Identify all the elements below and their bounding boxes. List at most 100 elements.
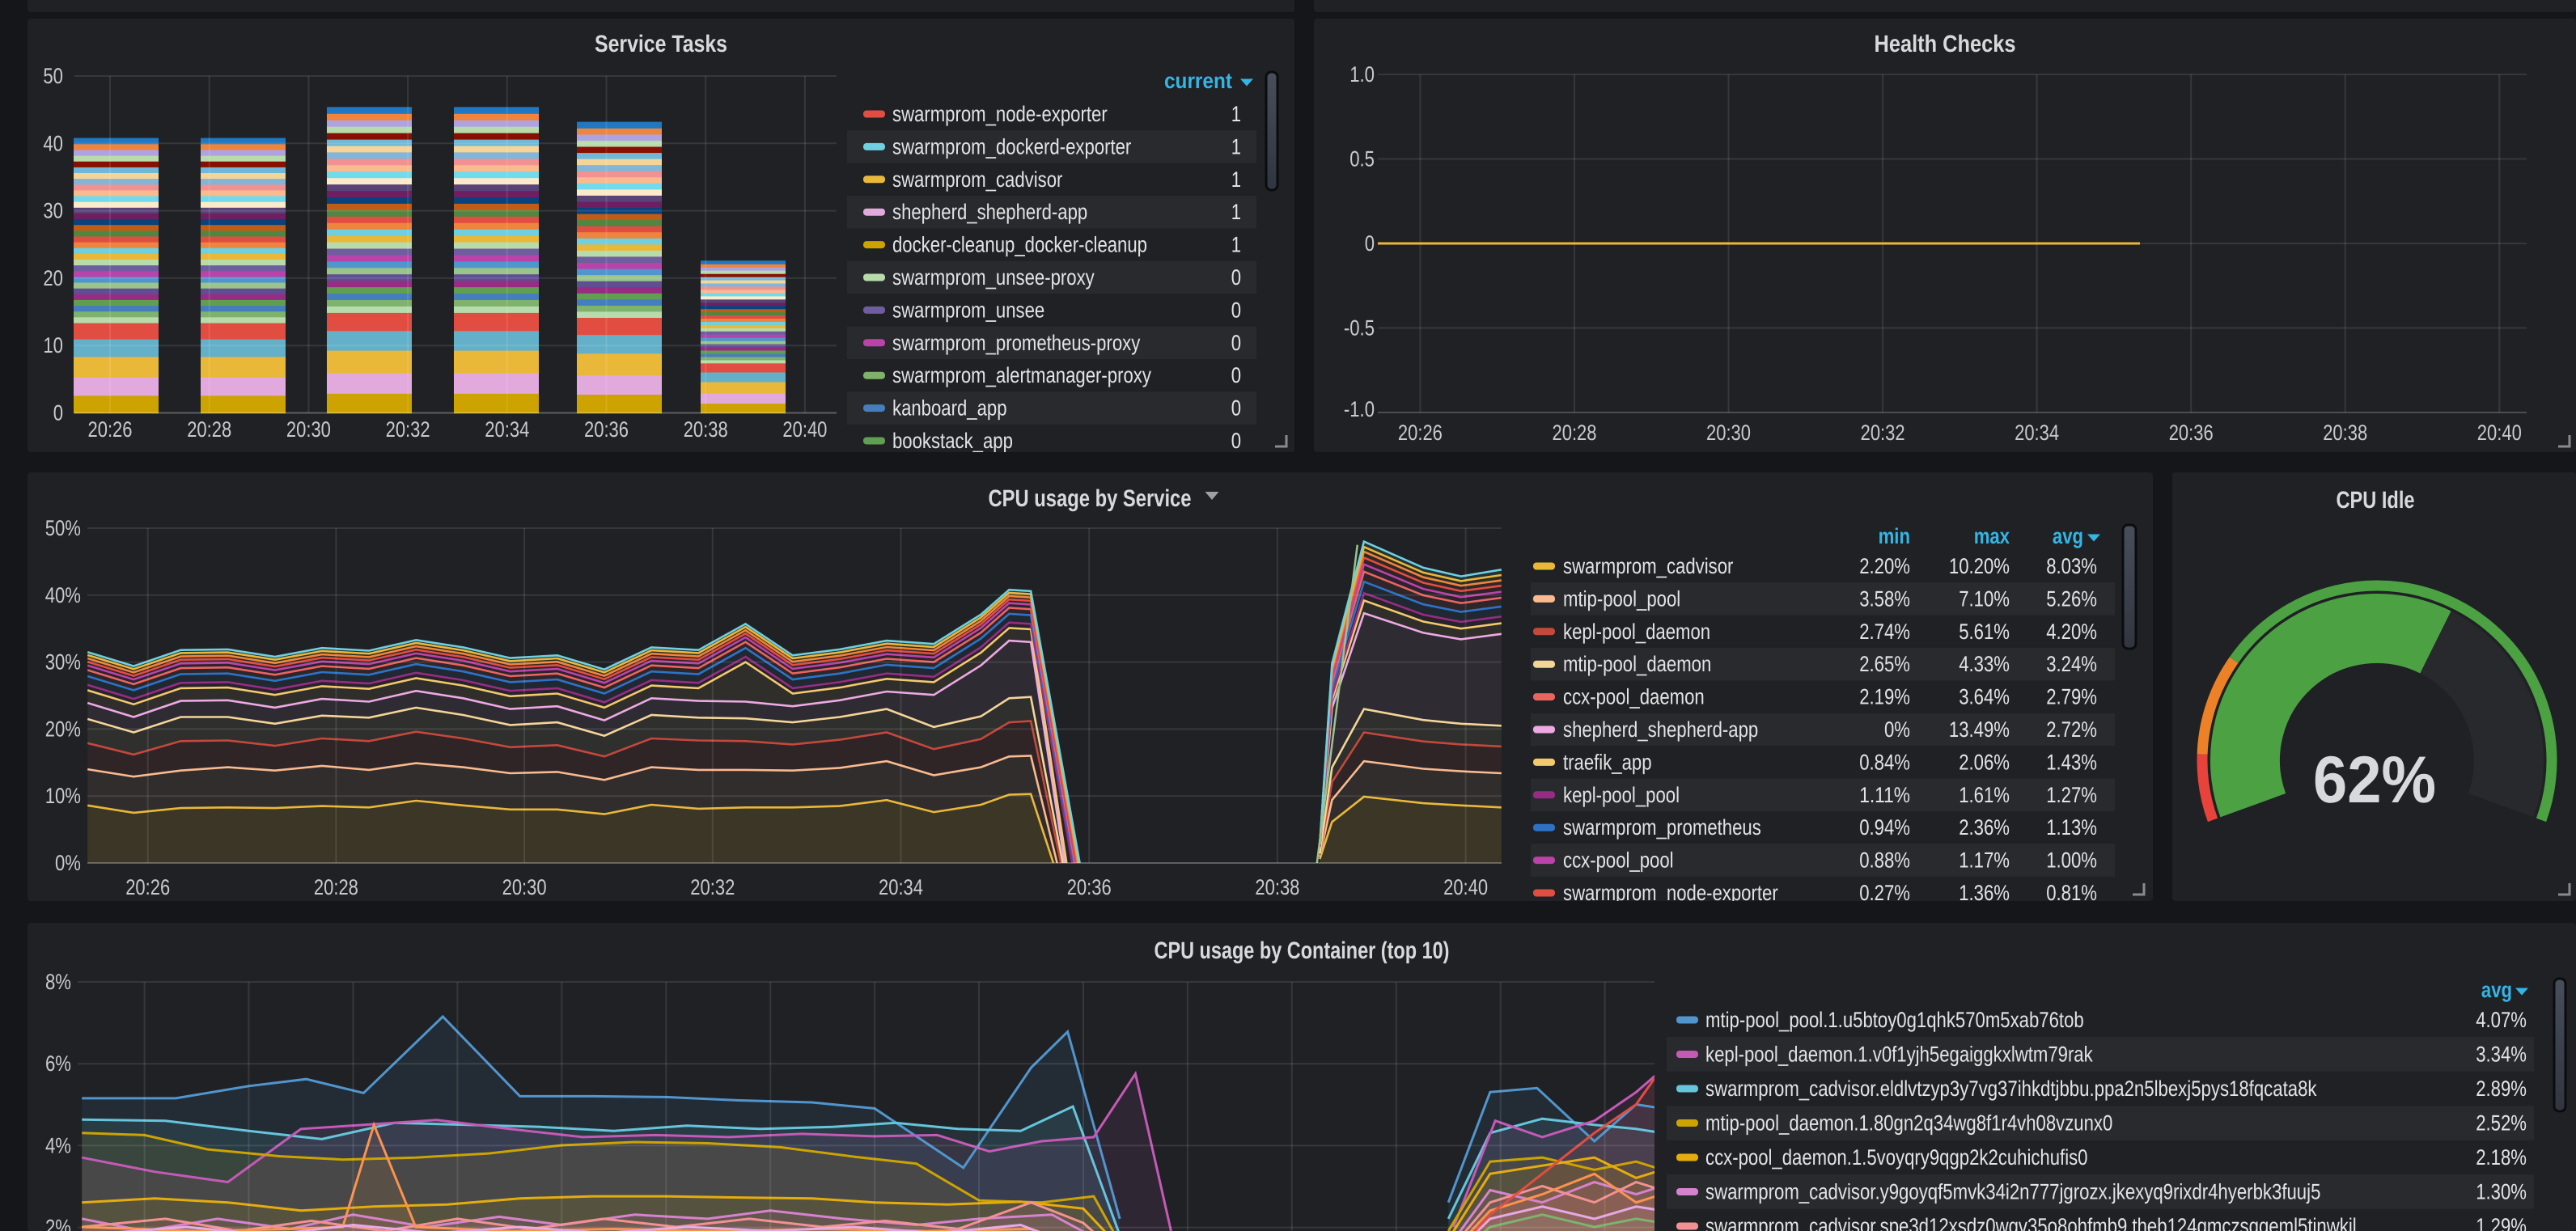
svg-text:swarmprom_unsee-proxy: swarmprom_unsee-proxy bbox=[892, 265, 1095, 290]
svg-text:kepl-pool_daemon: kepl-pool_daemon bbox=[1563, 620, 1710, 644]
svg-text:62%: 62% bbox=[2313, 743, 2436, 817]
svg-text:1.17%: 1.17% bbox=[1959, 848, 2010, 873]
svg-text:20:28: 20:28 bbox=[314, 875, 358, 899]
svg-text:Service Tasks: Service Tasks bbox=[595, 31, 727, 57]
svg-text:1.61%: 1.61% bbox=[1959, 783, 2010, 807]
svg-text:2.19%: 2.19% bbox=[1859, 685, 1910, 709]
svg-text:1.36%: 1.36% bbox=[1959, 881, 2010, 901]
svg-text:20:30: 20:30 bbox=[502, 875, 547, 899]
svg-text:max: max bbox=[1974, 524, 2010, 548]
svg-text:10.20%: 10.20% bbox=[1949, 554, 2010, 578]
svg-text:CPU usage by Service: CPU usage by Service bbox=[989, 485, 1192, 512]
svg-text:mtip-pool_daemon.1.80gn2q34wg8: mtip-pool_daemon.1.80gn2q34wg8f1r4vh08vz… bbox=[1705, 1111, 2112, 1136]
svg-text:1.00%: 1.00% bbox=[2046, 848, 2097, 873]
svg-text:0: 0 bbox=[1231, 396, 1241, 421]
svg-text:swarmprom_prometheus-proxy: swarmprom_prometheus-proxy bbox=[892, 331, 1141, 355]
svg-text:2.74%: 2.74% bbox=[1859, 620, 1910, 644]
svg-text:7.10%: 7.10% bbox=[1959, 586, 2010, 611]
svg-text:13.49%: 13.49% bbox=[1949, 717, 2010, 742]
svg-text:20:28: 20:28 bbox=[1553, 421, 1597, 445]
svg-text:0: 0 bbox=[1365, 231, 1375, 256]
svg-text:3.34%: 3.34% bbox=[2476, 1043, 2527, 1067]
svg-text:1.13%: 1.13% bbox=[2046, 815, 2097, 840]
svg-text:20:36: 20:36 bbox=[2169, 421, 2214, 445]
svg-text:swarmprom_cadvisor.eldlvtzyp3y: swarmprom_cadvisor.eldlvtzyp3y7vg37ihkdt… bbox=[1705, 1077, 2317, 1101]
svg-text:shepherd_shepherd-app: shepherd_shepherd-app bbox=[1563, 717, 1758, 742]
svg-text:3.58%: 3.58% bbox=[1859, 586, 1910, 611]
svg-text:2.18%: 2.18% bbox=[2476, 1145, 2527, 1170]
svg-text:-0.5: -0.5 bbox=[1344, 316, 1375, 341]
svg-text:20:38: 20:38 bbox=[2323, 421, 2367, 445]
svg-text:50%: 50% bbox=[45, 516, 81, 540]
svg-text:20:34: 20:34 bbox=[2015, 421, 2059, 445]
svg-text:0: 0 bbox=[1231, 298, 1241, 322]
svg-text:20:38: 20:38 bbox=[684, 417, 728, 442]
svg-text:traefik_app: traefik_app bbox=[1563, 750, 1652, 774]
svg-text:20:28: 20:28 bbox=[187, 417, 231, 442]
svg-text:swarmprom_alertmanager-proxy: swarmprom_alertmanager-proxy bbox=[892, 363, 1151, 387]
svg-text:1: 1 bbox=[1231, 233, 1241, 257]
svg-text:0: 0 bbox=[1231, 265, 1241, 290]
svg-text:0: 0 bbox=[1231, 331, 1241, 355]
svg-text:20:26: 20:26 bbox=[88, 417, 133, 442]
svg-text:1.11%: 1.11% bbox=[1859, 783, 1910, 807]
svg-text:bookstack_app: bookstack_app bbox=[892, 429, 1013, 452]
svg-text:1.29%: 1.29% bbox=[2476, 1214, 2527, 1231]
svg-text:20:36: 20:36 bbox=[584, 417, 629, 442]
svg-text:0.27%: 0.27% bbox=[1859, 881, 1910, 901]
svg-text:0.88%: 0.88% bbox=[1859, 848, 1910, 873]
svg-text:6%: 6% bbox=[45, 1051, 71, 1076]
svg-text:swarmprom_cadvisor.y9goyqf5mvk: swarmprom_cadvisor.y9goyqf5mvk34i2n777jg… bbox=[1705, 1180, 2320, 1204]
svg-text:docker-cleanup_docker-cleanup: docker-cleanup_docker-cleanup bbox=[892, 233, 1147, 257]
svg-text:2.52%: 2.52% bbox=[2476, 1111, 2527, 1136]
svg-text:1.0: 1.0 bbox=[1349, 62, 1375, 87]
svg-text:20:26: 20:26 bbox=[125, 875, 170, 899]
svg-text:current: current bbox=[1164, 69, 1232, 93]
svg-text:-1.0: -1.0 bbox=[1344, 397, 1375, 421]
svg-text:30: 30 bbox=[43, 199, 63, 223]
svg-text:50: 50 bbox=[43, 64, 63, 88]
svg-text:1: 1 bbox=[1231, 134, 1241, 159]
svg-text:20:34: 20:34 bbox=[485, 417, 529, 442]
svg-text:2.89%: 2.89% bbox=[2476, 1077, 2527, 1101]
svg-text:20:34: 20:34 bbox=[879, 875, 923, 899]
svg-text:30%: 30% bbox=[45, 650, 81, 675]
svg-text:swarmprom_dockerd-exporter: swarmprom_dockerd-exporter bbox=[892, 134, 1131, 159]
svg-text:8%: 8% bbox=[45, 970, 71, 994]
svg-text:20%: 20% bbox=[45, 717, 81, 741]
svg-text:10: 10 bbox=[43, 333, 63, 357]
svg-text:Health Checks: Health Checks bbox=[1875, 31, 2016, 57]
svg-text:mtip-pool_pool.1.u5btoy0g1qhk5: mtip-pool_pool.1.u5btoy0g1qhk570m5xab76t… bbox=[1705, 1008, 2084, 1032]
svg-text:CPU Idle: CPU Idle bbox=[2337, 487, 2415, 514]
svg-text:20: 20 bbox=[43, 266, 63, 290]
svg-text:avg: avg bbox=[2053, 524, 2083, 548]
svg-text:min: min bbox=[1879, 524, 1910, 548]
svg-text:1: 1 bbox=[1231, 200, 1241, 224]
svg-text:20:36: 20:36 bbox=[1067, 875, 1112, 899]
svg-text:ccx-pool_daemon.1.5voyqry9qgp2: ccx-pool_daemon.1.5voyqry9qgp2k2cuhichuf… bbox=[1705, 1145, 2088, 1170]
svg-text:2.79%: 2.79% bbox=[2046, 685, 2097, 709]
svg-text:20:30: 20:30 bbox=[286, 417, 331, 442]
svg-text:kanboard_app: kanboard_app bbox=[892, 396, 1007, 421]
svg-text:2.06%: 2.06% bbox=[1959, 750, 2010, 774]
svg-text:1: 1 bbox=[1231, 102, 1241, 126]
svg-text:2.36%: 2.36% bbox=[1959, 815, 2010, 840]
svg-text:20:38: 20:38 bbox=[1255, 875, 1299, 899]
svg-text:2%: 2% bbox=[45, 1216, 71, 1231]
svg-text:20:40: 20:40 bbox=[782, 417, 827, 442]
svg-text:avg: avg bbox=[2481, 978, 2512, 1002]
svg-text:mtip-pool_pool: mtip-pool_pool bbox=[1563, 586, 1680, 611]
svg-text:20:40: 20:40 bbox=[1443, 875, 1488, 899]
svg-text:5.61%: 5.61% bbox=[1959, 620, 2010, 644]
svg-text:ccx-pool_daemon: ccx-pool_daemon bbox=[1563, 685, 1705, 709]
svg-text:4.33%: 4.33% bbox=[1959, 652, 2010, 676]
svg-text:20:26: 20:26 bbox=[1398, 421, 1443, 445]
svg-text:0: 0 bbox=[1231, 363, 1241, 387]
svg-text:10%: 10% bbox=[45, 784, 81, 808]
svg-text:0.5: 0.5 bbox=[1349, 147, 1375, 171]
svg-text:40: 40 bbox=[43, 131, 63, 155]
svg-text:swarmprom_cadvisor: swarmprom_cadvisor bbox=[892, 167, 1062, 192]
svg-text:2.65%: 2.65% bbox=[1859, 652, 1910, 676]
svg-text:kepl-pool_pool: kepl-pool_pool bbox=[1563, 783, 1680, 807]
svg-text:ccx-pool_pool: ccx-pool_pool bbox=[1563, 848, 1674, 873]
